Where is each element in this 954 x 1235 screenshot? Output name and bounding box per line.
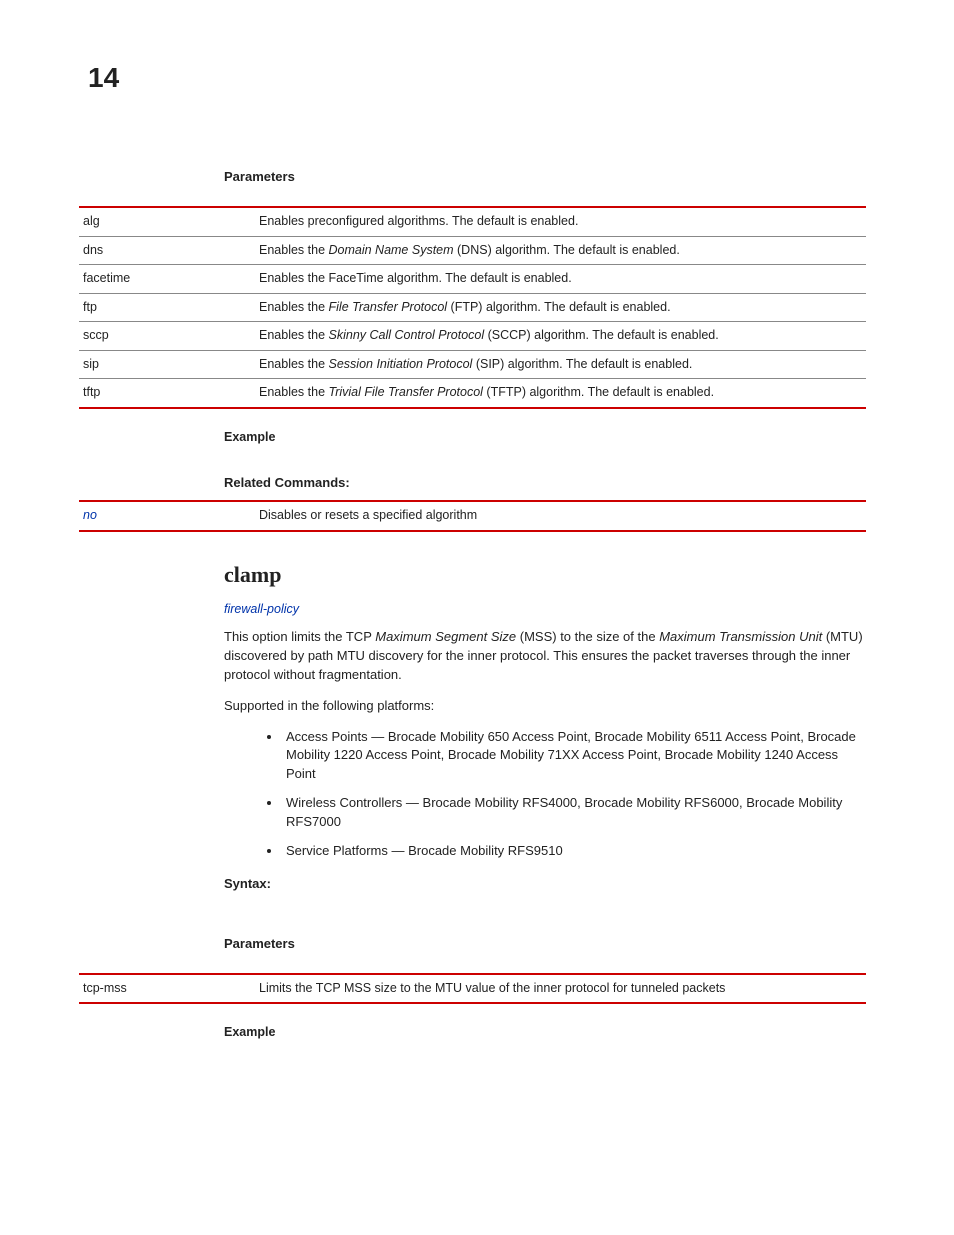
table-row: sccpEnables the Skinny Call Control Prot… <box>79 322 866 351</box>
param-desc: Enables the Skinny Call Control Protocol… <box>255 322 866 351</box>
supported-intro: Supported in the following platforms: <box>224 697 866 716</box>
param-name: sip <box>79 350 255 379</box>
param-name: alg <box>79 207 255 236</box>
param-desc: Enables the File Transfer Protocol (FTP)… <box>255 293 866 322</box>
example-label-1: Example <box>224 429 866 447</box>
example-label-2: Example <box>224 1024 866 1042</box>
parameters-heading-2: Parameters <box>224 935 866 953</box>
table-row: tftpEnables the Trivial File Transfer Pr… <box>79 379 866 408</box>
param-name: dns <box>79 236 255 265</box>
page-content: Parameters algEnables preconfigured algo… <box>224 168 866 1048</box>
text: This option limits the TCP <box>224 629 375 644</box>
text-italic: Maximum Segment Size <box>375 629 516 644</box>
param-desc: Enables preconfigured algorithms. The de… <box>255 207 866 236</box>
list-item: Service Platforms — Brocade Mobility RFS… <box>282 842 866 861</box>
related-name[interactable]: no <box>79 501 255 531</box>
page-number: 14 <box>88 58 119 97</box>
parameters-table: algEnables preconfigured algorithms. The… <box>79 206 866 409</box>
param-name: tcp-mss <box>79 974 255 1004</box>
table-row: noDisables or resets a specified algorit… <box>79 501 866 531</box>
table-row: facetimeEnables the FaceTime algorithm. … <box>79 265 866 294</box>
list-item: Wireless Controllers — Brocade Mobility … <box>282 794 866 832</box>
related-commands-heading: Related Commands: <box>224 474 866 492</box>
param-desc: Limits the TCP MSS size to the MTU value… <box>255 974 866 1004</box>
clamp-title: clamp <box>224 560 866 591</box>
param-name: tftp <box>79 379 255 408</box>
param-name: facetime <box>79 265 255 294</box>
param-desc: Enables the Trivial File Transfer Protoc… <box>255 379 866 408</box>
clamp-params-table: tcp-mssLimits the TCP MSS size to the MT… <box>79 973 866 1005</box>
clamp-description: This option limits the TCP Maximum Segme… <box>224 628 866 685</box>
table-row: sipEnables the Session Initiation Protoc… <box>79 350 866 379</box>
parameters-heading: Parameters <box>224 168 866 186</box>
related-commands-table: noDisables or resets a specified algorit… <box>79 500 866 532</box>
related-desc: Disables or resets a specified algorithm <box>255 501 866 531</box>
param-desc: Enables the Domain Name System (DNS) alg… <box>255 236 866 265</box>
param-name: sccp <box>79 322 255 351</box>
text: (MSS) to the size of the <box>516 629 659 644</box>
table-row: algEnables preconfigured algorithms. The… <box>79 207 866 236</box>
text-italic: Maximum Transmission Unit <box>659 629 822 644</box>
list-item: Access Points — Brocade Mobility 650 Acc… <box>282 728 866 785</box>
syntax-heading: Syntax: <box>224 875 866 893</box>
platforms-list: Access Points — Brocade Mobility 650 Acc… <box>282 728 866 861</box>
param-name: ftp <box>79 293 255 322</box>
param-desc: Enables the FaceTime algorithm. The defa… <box>255 265 866 294</box>
param-desc: Enables the Session Initiation Protocol … <box>255 350 866 379</box>
table-row: tcp-mssLimits the TCP MSS size to the MT… <box>79 974 866 1004</box>
table-row: dnsEnables the Domain Name System (DNS) … <box>79 236 866 265</box>
firewall-policy-link[interactable]: firewall-policy <box>224 601 866 619</box>
table-row: ftpEnables the File Transfer Protocol (F… <box>79 293 866 322</box>
